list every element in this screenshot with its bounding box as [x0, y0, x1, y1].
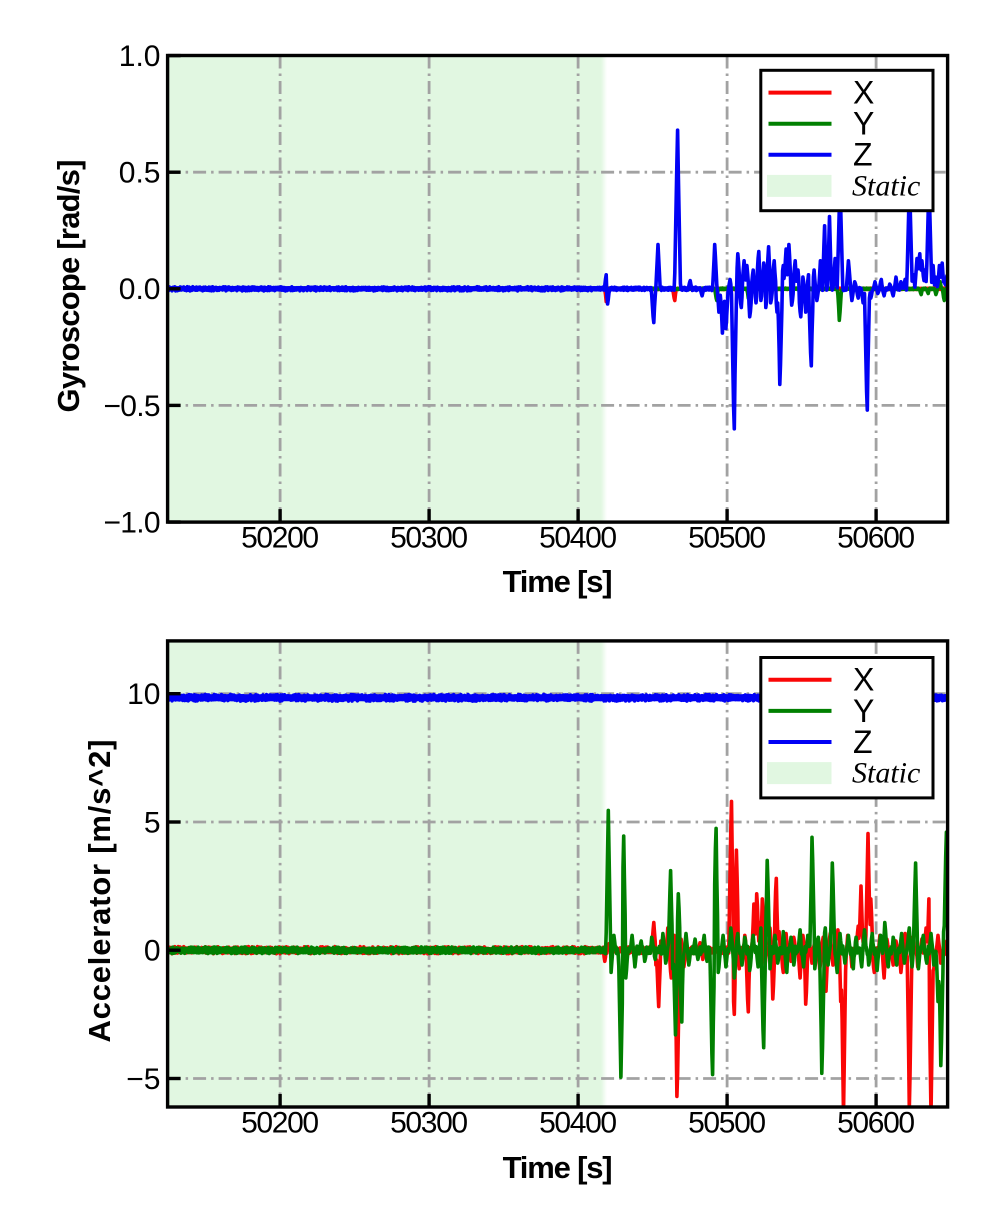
svg-text:−0.5: −0.5 [104, 390, 161, 423]
svg-text:50500: 50500 [688, 1106, 766, 1139]
svg-text:Time [s]: Time [s] [503, 1150, 613, 1185]
svg-text:Y: Y [853, 106, 874, 142]
svg-text:50300: 50300 [390, 1106, 468, 1139]
svg-text:−1.0: −1.0 [104, 506, 161, 539]
svg-text:Z: Z [853, 137, 873, 173]
svg-text:50200: 50200 [241, 522, 319, 555]
svg-text:50400: 50400 [539, 1106, 617, 1139]
svg-text:1.0: 1.0 [119, 40, 161, 73]
svg-text:Time [s]: Time [s] [503, 564, 613, 599]
svg-text:50500: 50500 [688, 522, 766, 555]
svg-text:Accelerator [m/s^2]: Accelerator [m/s^2] [82, 740, 117, 1043]
svg-text:50600: 50600 [837, 522, 915, 555]
svg-text:50200: 50200 [241, 1106, 319, 1139]
svg-text:0: 0 [144, 935, 161, 968]
svg-text:X: X [853, 662, 874, 698]
svg-text:5: 5 [144, 806, 161, 839]
svg-text:Static: Static [852, 169, 920, 202]
svg-text:50400: 50400 [539, 522, 617, 555]
svg-text:X: X [853, 75, 874, 111]
svg-text:50600: 50600 [837, 1106, 915, 1139]
svg-text:0.5: 0.5 [119, 157, 161, 190]
svg-text:Gyroscope [rad/s]: Gyroscope [rad/s] [51, 160, 86, 413]
svg-text:Static: Static [852, 757, 920, 790]
svg-text:Z: Z [853, 724, 873, 760]
svg-text:Y: Y [853, 693, 874, 729]
svg-text:−5: −5 [126, 1063, 160, 1096]
svg-text:10: 10 [127, 678, 160, 711]
svg-text:0.0: 0.0 [119, 273, 161, 306]
svg-text:50300: 50300 [390, 522, 468, 555]
